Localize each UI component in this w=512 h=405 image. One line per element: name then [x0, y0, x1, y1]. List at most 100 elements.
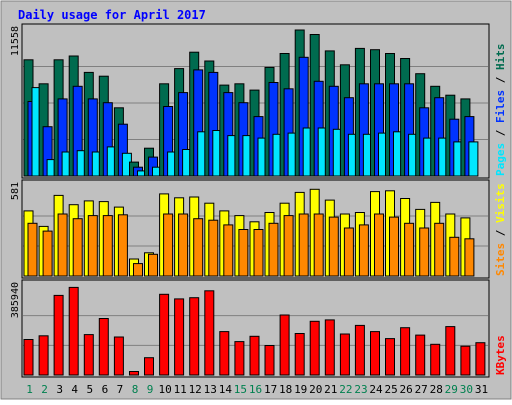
x-tick-day-2: 2 [41, 383, 48, 396]
bar-sites-day-11 [178, 213, 189, 277]
bar-sites-day-10 [163, 213, 174, 277]
bar-kbytes-day-11 [174, 298, 185, 376]
legend-item-kbytes: KBytes [494, 335, 507, 375]
legend-separator: / [494, 70, 507, 90]
x-tick-day-5: 5 [86, 383, 93, 396]
y-max-label: 581 [10, 182, 21, 200]
bar-kbytes-day-6 [98, 318, 109, 376]
x-tick-day-31: 31 [475, 383, 488, 396]
bar-sites-day-8 [133, 263, 143, 277]
bar-sites-day-14 [223, 224, 234, 277]
bar-sites-day-7 [117, 214, 128, 277]
bar-kbytes-day-25 [385, 338, 395, 376]
bar-sites-day-1 [27, 222, 38, 277]
x-tick-day-18: 18 [279, 383, 292, 396]
bar-kbytes-day-2 [38, 335, 49, 376]
bar-sites-day-2 [42, 230, 53, 277]
bar-sites-day-21 [328, 216, 339, 277]
bar-kbytes-day-1 [23, 339, 34, 376]
bar-kbytes-day-4 [68, 286, 79, 376]
bar-sites-day-20 [313, 213, 324, 277]
bar-kbytes-day-20 [309, 320, 320, 376]
x-tick-day-14: 14 [219, 383, 233, 396]
bar-sites-day-17 [268, 222, 279, 277]
x-tick-day-1: 1 [26, 383, 33, 396]
bar-kbytes-day-24 [370, 331, 380, 376]
x-tick-day-17: 17 [264, 383, 277, 396]
bar-sites-day-9 [148, 253, 158, 277]
x-tick-day-11: 11 [174, 383, 187, 396]
bar-kbytes-day-31 [475, 342, 486, 376]
bar-kbytes-day-15 [234, 341, 245, 376]
chart-title: Daily usage for April 2017 [18, 8, 206, 22]
x-tick-day-10: 10 [158, 383, 171, 396]
legend-item-hits: Hits [494, 44, 507, 71]
bar-kbytes-day-22 [339, 333, 350, 376]
legend-visits-sites: Sites / Visits [494, 183, 507, 276]
x-tick-day-9: 9 [147, 383, 154, 396]
bar-kbytes-day-23 [354, 324, 365, 376]
x-tick-day-27: 27 [415, 383, 428, 396]
bar-pages-day-30 [468, 141, 479, 177]
bar-kbytes-day-3 [53, 294, 64, 376]
x-tick-day-22: 22 [339, 383, 352, 396]
bar-kbytes-day-16 [249, 335, 260, 376]
x-tick-day-29: 29 [445, 383, 458, 396]
bar-sites-day-28 [434, 222, 445, 277]
bar-sites-day-15 [238, 229, 249, 277]
bar-sites-day-29 [449, 236, 460, 277]
bar-kbytes-day-30 [460, 345, 471, 376]
bar-kbytes-day-5 [83, 334, 94, 376]
legend-item-files: Files [494, 90, 507, 123]
bar-sites-day-6 [102, 215, 113, 277]
x-tick-day-25: 25 [384, 383, 397, 396]
x-tick-day-8: 8 [132, 383, 139, 396]
bar-kbytes-day-19 [294, 333, 305, 376]
legend-item-sites: Sites [494, 243, 507, 276]
y-max-label: 385940 [10, 282, 21, 318]
panels-group: 11558 581 385940 [10, 23, 490, 378]
legend-separator: / [494, 123, 507, 143]
bar-kbytes-day-12 [189, 297, 200, 376]
x-tick-day-16: 16 [249, 383, 262, 396]
bar-sites-day-23 [358, 224, 369, 277]
bar-kbytes-day-8 [129, 371, 139, 376]
x-axis-labels: 1 2 3 4 5 6 7 8 9 10 11 12 13 14 15 16 17 18 19 20 21 22 23 24 2… [26, 383, 488, 396]
x-tick-day-3: 3 [56, 383, 63, 396]
bar-kbytes-day-28 [430, 343, 441, 376]
x-tick-day-21: 21 [324, 383, 337, 396]
bar-sites-day-24 [374, 213, 384, 277]
bar-sites-day-3 [57, 213, 68, 277]
bar-sites-day-25 [389, 216, 399, 277]
panel-hits-files-pages: 11558 [10, 23, 490, 179]
bar-kbytes-day-29 [445, 326, 456, 376]
bar-sites-day-19 [298, 213, 309, 277]
bar-sites-day-30 [464, 238, 475, 277]
bar-kbytes-day-18 [279, 314, 290, 376]
legend-hits-files-pages: Pages / Files / Hits [494, 44, 507, 177]
x-tick-day-26: 26 [399, 383, 412, 396]
x-tick-day-6: 6 [102, 383, 109, 396]
bar-kbytes-day-9 [144, 357, 154, 376]
bar-kbytes-day-7 [113, 336, 124, 376]
x-tick-day-13: 13 [204, 383, 217, 396]
bar-kbytes-day-14 [219, 331, 230, 376]
bar-kbytes-day-10 [159, 293, 170, 376]
legend-kbytes: KBytes [494, 335, 507, 375]
legend-separator: / [494, 223, 507, 243]
bar-sites-day-27 [419, 227, 430, 277]
x-tick-day-20: 20 [309, 383, 322, 396]
x-tick-day-4: 4 [71, 383, 78, 396]
bar-sites-day-13 [208, 219, 219, 277]
bar-sites-day-18 [283, 215, 294, 277]
y-max-label: 11558 [10, 26, 21, 56]
panel-visits-sites: 581 [10, 179, 490, 279]
x-tick-day-15: 15 [234, 383, 247, 396]
legend-item-pages: Pages [494, 143, 507, 176]
bar-sites-day-12 [193, 218, 204, 277]
bar-sites-day-26 [404, 222, 415, 277]
x-tick-day-30: 30 [460, 383, 473, 396]
bar-kbytes-day-27 [415, 334, 426, 376]
x-tick-day-19: 19 [294, 383, 307, 396]
